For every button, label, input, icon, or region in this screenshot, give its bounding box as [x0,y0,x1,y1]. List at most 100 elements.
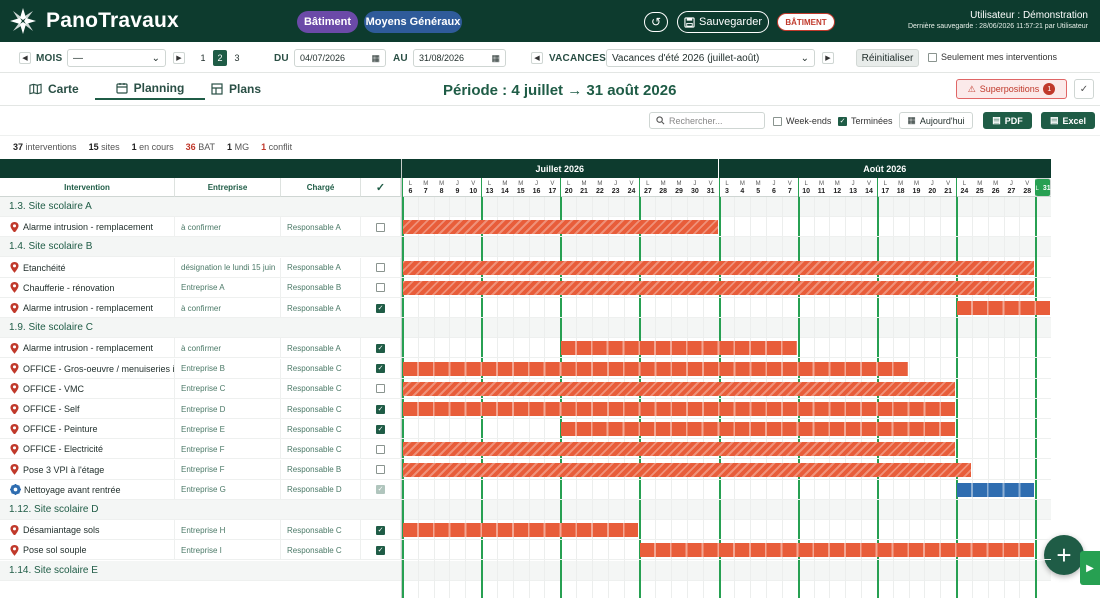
intervention-name[interactable]: Pose sol souple [0,540,175,561]
pdf-button[interactable]: ▤ PDF [983,112,1032,129]
planning-bar[interactable] [403,260,1035,275]
today-button[interactable]: ▦ Aujourd'hui [899,112,973,129]
site-group-row[interactable]: 1.12. Site scolaire D [0,500,1051,520]
done-checkbox[interactable] [376,283,385,293]
col-intervention[interactable]: Intervention [0,178,175,197]
done-checkbox[interactable]: ✓ [376,303,385,313]
intervention-row[interactable]: Pose 3 VPI à l'étage Entreprise F Responsa… [0,459,1051,480]
mois-next-button[interactable]: ▶ [173,49,185,67]
site-group-row[interactable]: 1.4. Site scolaire B [0,237,1051,258]
intervention-name[interactable]: Désamiantage sols [0,520,175,541]
superpositions-button[interactable]: ⚠ Superpositions 1 [956,79,1067,99]
intervention-row[interactable]: Alarme intrusion - remplacement à confirm… [0,338,1051,359]
weekends-checkbox[interactable] [773,116,782,126]
done-checkbox[interactable] [376,465,385,475]
only-mine-checkbox[interactable] [928,52,937,62]
save-label: Sauvegarder [699,16,762,28]
planning-bar[interactable] [957,482,1035,497]
vacances-prev-button[interactable]: ◀ [531,49,543,67]
intervention-row[interactable]: OFFICE - Self Entreprise D Responsable C ✓ [0,399,1051,419]
planning-bar[interactable] [403,523,639,538]
intervention-name[interactable]: Chaufferie - rénovation [0,277,175,298]
intervention-name[interactable]: OFFICE - Peinture [0,419,175,440]
site-group-row[interactable]: 1.3. Site scolaire A [0,197,1051,217]
intervention-name[interactable]: Pose 3 VPI à l'étage [0,459,175,480]
vacances-next-button[interactable]: ▶ [822,49,834,67]
undo-button[interactable]: ↺ [644,12,668,32]
intervention-row[interactable]: OFFICE - VMC Entreprise C Responsable C [0,378,1051,399]
search-input[interactable]: Rechercher... [649,112,765,129]
planning-bar[interactable] [403,381,956,396]
planning-bar[interactable] [957,301,1050,315]
planning-bar[interactable] [403,280,1035,295]
planning-bar[interactable] [403,442,956,457]
intervention-row[interactable]: Nettoyage avant rentrée Entreprise G Respo… [0,479,1051,500]
intervention-row[interactable]: Chaufferie - rénovation Entreprise A Respo… [0,277,1051,298]
col-charge[interactable]: Chargé [281,178,361,197]
intervention-row[interactable]: Pose sol souple Entreprise I Responsable C… [0,540,1051,561]
intervention-row[interactable]: OFFICE - Gros-oeuvre / menuiseries int. E… [0,358,1051,379]
mois-select[interactable]: — ⌄ [67,49,166,67]
intervention-name[interactable]: Alarme intrusion - remplacement [0,338,175,359]
side-panel-toggle[interactable]: ▶ [1080,551,1100,585]
done-checkbox[interactable]: ✓ [376,404,385,414]
mois-prev-button[interactable]: ◀ [19,49,31,67]
col-entreprise[interactable]: Entreprise [175,178,281,197]
tab-plans[interactable]: Plans [211,78,261,100]
moyens-generaux-button[interactable]: Moyens Généraux [364,11,462,33]
page-2-button[interactable]: 2 [213,50,227,66]
intervention-name[interactable]: Alarme intrusion - remplacement [0,298,175,318]
vacances-select[interactable]: Vacances d'été 2026 (juillet-août) ⌄ [606,49,815,67]
weekends-toggle[interactable]: Week-ends [773,116,831,126]
done-checkbox[interactable]: ✓ [376,364,385,374]
done-checkbox[interactable]: ✓ [376,525,385,535]
intervention-row[interactable]: Alarme intrusion - remplacement à confirm… [0,217,1051,238]
validate-button[interactable]: ✓ [1074,79,1094,99]
intervention-row[interactable]: Etanchéité désignation le lundi 15 juin Re… [0,257,1051,278]
intervention-row[interactable]: OFFICE - Peinture Entreprise E Responsable… [0,419,1051,440]
done-checkbox[interactable]: ✓ [376,485,385,495]
intervention-row[interactable]: OFFICE - Electricité Entreprise F Responsa… [0,439,1051,460]
page-1-button[interactable]: 1 [200,53,206,63]
planning-bar[interactable] [403,361,908,376]
intervention-row[interactable]: Alarme intrusion - remplacement à confirm… [0,298,1051,318]
done-checkbox[interactable]: ✓ [376,545,385,555]
intervention-name[interactable]: Nettoyage avant rentrée [0,479,175,500]
tab-planning[interactable]: Planning [95,78,205,100]
intervention-name[interactable]: OFFICE - Electricité [0,439,175,460]
site-group-row[interactable]: 1.9. Site scolaire C [0,318,1051,339]
done-checkbox[interactable] [376,444,385,454]
planning-bar[interactable] [640,543,1035,558]
done-checkbox[interactable] [376,222,385,232]
date-from-input[interactable]: 04/07/2026 ▦ [294,49,386,67]
reset-button[interactable]: Réinitialiser [856,49,919,67]
intervention-name[interactable]: Etanchéité [0,257,175,278]
intervention-row[interactable]: Désamiantage sols Entreprise H Responsable… [0,520,1051,541]
intervention-name[interactable]: OFFICE - Gros-oeuvre / menuiseries int. [0,358,175,379]
save-button[interactable]: Sauvegarder [677,11,769,33]
done-checkbox[interactable]: ✓ [376,343,385,353]
planning-bar[interactable] [403,402,956,416]
planning-bar[interactable] [403,462,971,477]
add-intervention-button[interactable]: + [1044,535,1084,575]
only-mine-toggle[interactable]: Seulement mes interventions [928,52,1057,62]
excel-button[interactable]: ▤ Excel [1041,112,1095,129]
planning-bar[interactable] [403,220,718,235]
date-to-input[interactable]: 31/08/2026 ▦ [413,49,506,67]
page-3-button[interactable]: 3 [234,53,240,63]
planning-bar[interactable] [561,341,797,356]
col-done[interactable]: ✓ [361,178,401,197]
batiment-button[interactable]: Bâtiment [297,11,358,33]
terminees-checkbox[interactable]: ✓ [838,116,847,126]
planning-bar[interactable] [561,422,955,437]
terminees-toggle[interactable]: ✓ Terminées [838,116,893,126]
done-checkbox[interactable] [376,384,385,394]
site-group-row[interactable]: 1.14. Site scolaire E [0,560,1051,581]
intervention-name[interactable]: OFFICE - VMC [0,378,175,399]
intervention-name[interactable]: OFFICE - Self [0,399,175,419]
done-checkbox[interactable] [376,263,385,273]
done-checkbox[interactable]: ✓ [376,424,385,434]
intervention-name[interactable]: Alarme intrusion - remplacement [0,217,175,238]
day-header: V 10 [469,181,478,195]
tab-carte[interactable]: Carte [29,78,79,100]
